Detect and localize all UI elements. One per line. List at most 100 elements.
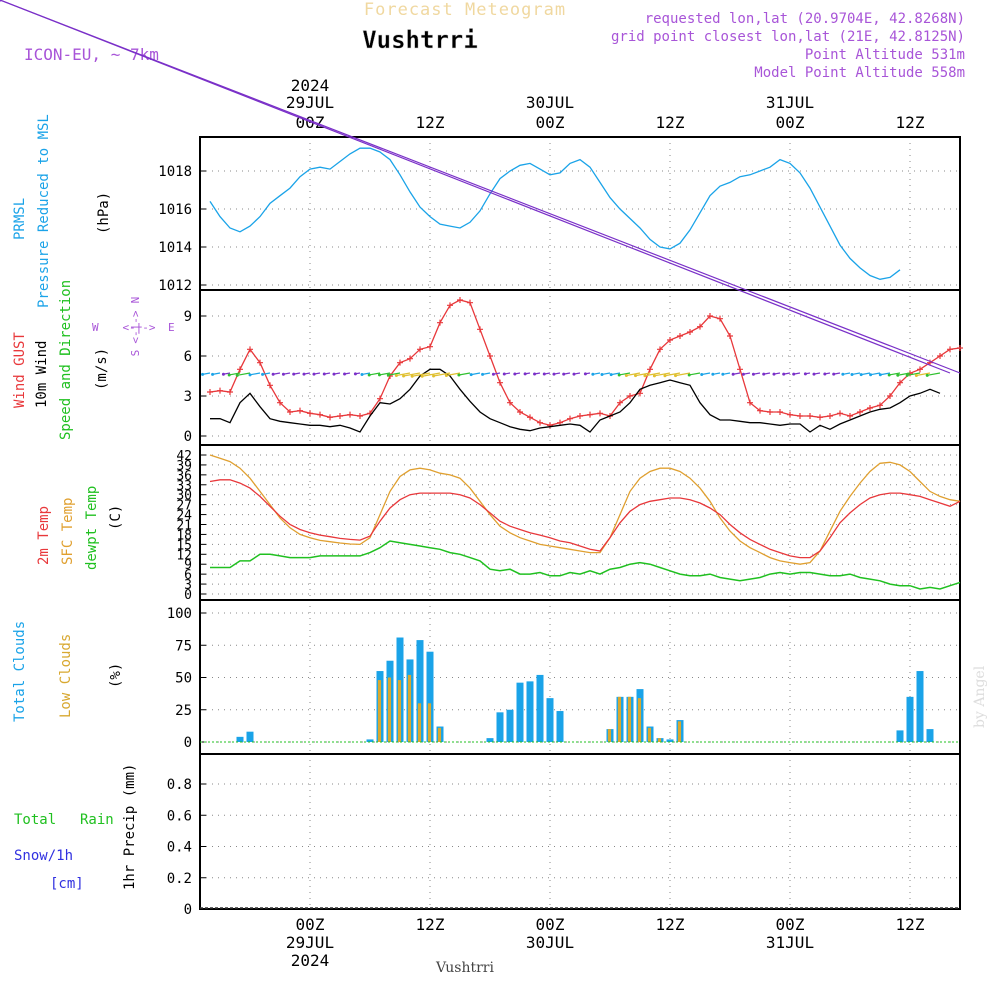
- wind-arrow-head: [792, 372, 796, 376]
- wind-speed-series: [210, 368, 941, 433]
- gust-marker: [627, 393, 633, 399]
- y-tick-label: 27: [176, 499, 192, 514]
- time-label: 2024: [291, 76, 330, 95]
- wind-arrow-head: [410, 374, 414, 378]
- wind-arrow: [889, 372, 901, 376]
- pressure-panel: 1012 1014 1016 1018: [158, 136, 961, 294]
- y-tick-label: 9: [184, 309, 192, 325]
- wind-arrow-head: [914, 373, 918, 377]
- wind-arrow-head: [869, 373, 873, 377]
- wind-arrow-head: [0, 0, 2, 2]
- wind-arrow-head: [782, 372, 786, 376]
- wind-arrow-head: [394, 373, 398, 377]
- time-label: 29JUL: [286, 933, 334, 952]
- wind-arrow: [396, 372, 411, 377]
- model-altitude: Model Point Altitude 558m: [754, 65, 965, 81]
- total-cloud-bar: [666, 739, 674, 742]
- wind-dir-label: Speed and Direction: [58, 280, 74, 440]
- y-tick-label: 0: [184, 429, 192, 445]
- low-cloud-bar: [427, 703, 432, 742]
- wind-arrow-head: [832, 372, 836, 376]
- panel-frame: [199, 753, 961, 910]
- gust-marker: [877, 402, 883, 409]
- y-tick-label: 24: [176, 509, 192, 524]
- compass-rose: N <-|-> S W <-|-> E: [92, 297, 175, 357]
- precip-unit: 1hr Precip (mm): [122, 764, 138, 890]
- wind-arrow-head: [444, 373, 448, 377]
- wind-arrow-head: [332, 372, 336, 376]
- y-tick-label: 3: [184, 578, 192, 593]
- wind-arrow-head: [469, 373, 473, 377]
- time-label: 2024: [291, 951, 330, 970]
- snow-unit-label: [cm]: [50, 876, 84, 892]
- t2m-label: 2m Temp: [36, 506, 52, 565]
- gust-marker: [667, 337, 673, 343]
- y-tick-label: 15: [176, 538, 192, 553]
- gust-marker: [657, 346, 663, 353]
- wind-arrow-head: [600, 372, 604, 376]
- time-label: 30JUL: [526, 933, 574, 952]
- gust-marker: [737, 366, 743, 373]
- wind-arrow-head: [201, 372, 205, 376]
- wind-arrow-head: [552, 372, 556, 376]
- gust-marker: [617, 399, 623, 406]
- wind-arrow: [229, 372, 241, 376]
- wind-arrow: [237, 372, 251, 376]
- gust-marker: [677, 333, 683, 339]
- gust-marker: [717, 315, 723, 322]
- wind-arrow: [664, 372, 681, 377]
- wind-arrow-head: [700, 373, 704, 377]
- point-altitude: Point Altitude 531m: [805, 47, 965, 63]
- wind-arrow-head: [235, 373, 239, 377]
- wind-arrow: [635, 372, 651, 377]
- total-cloud-bar: [246, 731, 254, 742]
- low-cloud-bar: [437, 727, 442, 742]
- gust-marker: [567, 415, 573, 422]
- wind-arrow-head: [211, 372, 215, 376]
- wind-arrow-head: [741, 372, 745, 376]
- time-label: 12Z: [896, 113, 925, 132]
- wind-arrow-head: [663, 374, 667, 378]
- gust-marker: [827, 413, 833, 419]
- compass-e: E: [168, 321, 175, 334]
- wind-arrow-head: [731, 372, 735, 376]
- wind-arrow-head: [312, 372, 316, 376]
- gust-marker: [507, 399, 513, 406]
- compass-we: <-|->: [122, 321, 155, 334]
- gust-marker: [767, 409, 773, 415]
- total-cloud-bar: [516, 682, 524, 742]
- wind-arrow-head: [533, 372, 537, 376]
- low-clouds-label: Low Clouds: [58, 634, 74, 718]
- y-tick-label: 36: [176, 469, 192, 484]
- total-cloud-bar: [496, 712, 504, 742]
- total-clouds-label: Total Clouds: [12, 621, 28, 722]
- wind-arrow: [897, 372, 911, 376]
- gust-marker: [247, 346, 253, 353]
- low-cloud-bar: [407, 674, 412, 742]
- compass-w: W: [92, 321, 99, 334]
- wind-arrow-head: [711, 372, 715, 376]
- gust-marker: [237, 366, 243, 373]
- time-label: 30JUL: [526, 93, 574, 112]
- gust-marker: [297, 407, 303, 414]
- low-cloud-bar: [617, 696, 622, 742]
- wind-arrow-head: [457, 373, 461, 377]
- y-tick-label: 0.8: [167, 777, 192, 793]
- low-cloud-bar: [607, 729, 612, 742]
- gust-marker: [867, 405, 873, 411]
- wind-arrow: [644, 372, 661, 377]
- y-tick-label: 0: [184, 588, 192, 603]
- wind-arrow: [446, 372, 461, 377]
- total-rain-label: Total: [14, 812, 56, 828]
- y-tick-label: 3: [184, 389, 192, 405]
- wind-panel: 0 3 6 9: [0, 0, 963, 446]
- wind10-label: 10m Wind: [34, 341, 50, 408]
- y-tick-label: 75: [175, 638, 192, 654]
- wind-arrow: [907, 372, 921, 376]
- wind-arrow: [689, 372, 701, 376]
- time-label: 12Z: [656, 113, 685, 132]
- wind-arrow-head: [572, 372, 576, 376]
- low-cloud-bar: [637, 698, 642, 742]
- wind-arrow-head: [896, 373, 900, 377]
- gust-marker: [317, 411, 323, 418]
